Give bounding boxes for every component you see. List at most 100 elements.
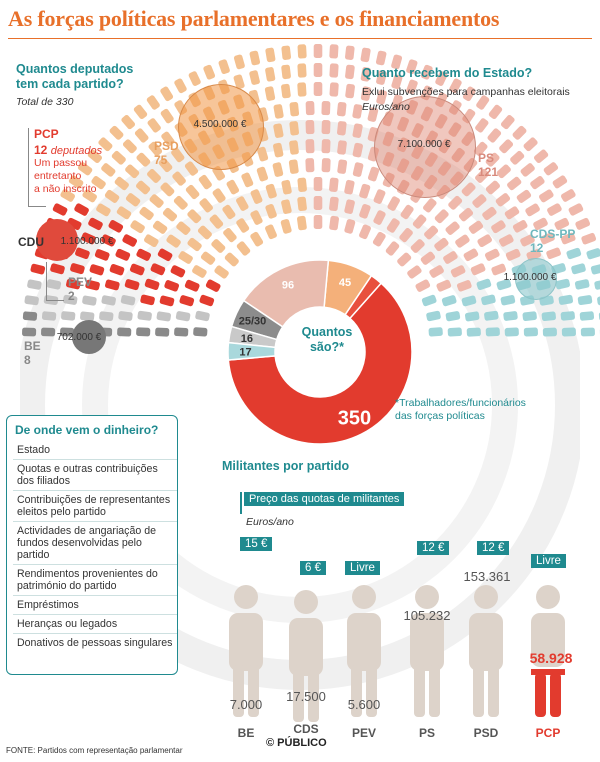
parliament-seat — [466, 327, 481, 337]
parliament-seat — [503, 311, 518, 321]
parliament-seat — [337, 140, 347, 155]
parliament-seat — [376, 89, 388, 105]
cds-count: 12 — [530, 241, 544, 255]
parliament-seat — [504, 206, 520, 220]
money-source-item: Actividades de angariação de fundos dese… — [13, 522, 177, 565]
parliament-seat — [223, 227, 237, 243]
bubble-be-label: 702.000 € — [56, 332, 102, 343]
parliament-seat — [495, 193, 511, 207]
parliament-seat — [510, 150, 525, 165]
parliament-seat — [50, 263, 65, 275]
parliament-seat — [161, 131, 175, 146]
parliament-seat — [375, 50, 387, 66]
parliament-seat — [30, 263, 46, 275]
parliament-seat — [115, 248, 131, 261]
parliament-seat — [139, 206, 154, 221]
pcp-name: PCP — [34, 127, 59, 141]
parliament-seat — [329, 196, 339, 212]
parliament-seat — [496, 164, 511, 179]
bubble-cds-label: 1.100.000 € — [503, 272, 557, 283]
parliament-seat — [226, 179, 240, 195]
parliament-seat — [481, 294, 496, 306]
parliament-seat — [329, 63, 339, 78]
parliament-seat — [281, 179, 292, 195]
parliament-seat — [66, 278, 81, 290]
money-source-item: Estado — [13, 441, 177, 460]
parliament-seat — [152, 220, 168, 234]
parliament-seat — [241, 172, 254, 188]
parliament-seat — [89, 264, 105, 276]
parliament-seat — [373, 210, 386, 225]
parliament-seat — [488, 104, 503, 120]
parliament-seat — [80, 311, 95, 322]
parliament-seat — [155, 327, 170, 337]
parliament-seat — [470, 263, 486, 276]
fee-label-bar — [240, 492, 242, 514]
money-source-item: Donativos de pessoas singulares — [17, 637, 173, 649]
parliament-seat — [491, 220, 506, 234]
fee-be: 15 € — [240, 537, 273, 551]
name-cds: CDS — [293, 722, 319, 736]
parliament-seat — [82, 295, 97, 306]
fee-cds: 6 € — [300, 561, 326, 575]
parliament-seat — [473, 141, 488, 156]
parliament-seat — [484, 310, 499, 321]
fee-psd: 12 € — [477, 541, 510, 555]
money-sources-list: Estado Quotas e outras contribuições dos… — [7, 441, 177, 652]
parliament-seat — [187, 237, 202, 252]
parliament-seat — [500, 115, 515, 130]
parliament-seat — [543, 162, 559, 176]
parliament-seat — [450, 265, 466, 278]
parliament-seat — [552, 175, 568, 189]
pcp-count: 12 — [34, 143, 48, 157]
parliament-seat — [321, 101, 331, 116]
count-cds: 17.500 — [286, 689, 326, 704]
funding-note: Exlui subvenções para campanhas eleitora… — [362, 86, 570, 98]
parliament-seat — [160, 108, 174, 124]
parliament-seat — [561, 327, 576, 337]
parliament-seat — [410, 239, 425, 253]
parliament-seat — [386, 218, 400, 233]
parliament-seat — [359, 203, 371, 219]
parliament-seat — [522, 311, 537, 321]
staff-question: Quantos são?* — [282, 325, 372, 355]
pcp-bracket-h — [28, 206, 46, 207]
parliament-seat — [590, 263, 600, 275]
parliament-seat — [505, 248, 521, 261]
parliament-seat — [297, 196, 307, 212]
count-be: 7.000 — [229, 697, 263, 712]
parliament-seat — [406, 79, 418, 95]
parliament-seat — [22, 311, 38, 321]
parliament-seat — [222, 204, 236, 220]
parliament-seat — [387, 196, 400, 211]
parliament-seat — [560, 232, 576, 245]
parliament-seat — [195, 310, 210, 322]
parliament-seat — [199, 294, 215, 307]
parliament-seat — [265, 203, 277, 219]
parliament-seat — [233, 74, 245, 90]
parliament-seat — [179, 295, 195, 307]
parliament-seat — [236, 196, 249, 211]
name-be: BE — [237, 726, 255, 740]
parliament-seat — [265, 224, 277, 240]
parliament-seat — [512, 125, 527, 140]
parliament-seat — [150, 263, 166, 276]
parliament-seat — [173, 195, 188, 210]
parliament-seat — [541, 311, 556, 322]
parliament-seat — [85, 279, 100, 291]
parliament-seat — [200, 251, 216, 265]
parliament-seat — [147, 118, 161, 133]
parliament-seat — [516, 189, 532, 203]
parliament-seat — [344, 199, 355, 214]
parliament-seat — [475, 118, 489, 133]
count-pcp: 58.928 — [529, 650, 573, 666]
parliament-seat — [214, 265, 229, 279]
parliament-seat — [458, 207, 474, 222]
parliament-seat — [421, 294, 437, 307]
parliament-seat — [185, 184, 200, 200]
parliament-seat — [136, 152, 151, 167]
bubble-cdu — [36, 219, 78, 261]
parliament-seat — [236, 218, 250, 233]
parliament-seat — [109, 125, 124, 140]
parliament-seat — [178, 251, 193, 264]
